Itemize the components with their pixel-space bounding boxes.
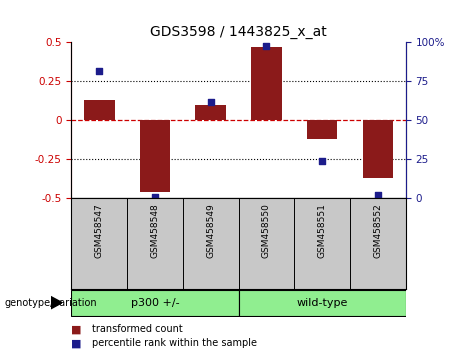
Point xyxy=(151,194,159,200)
Text: genotype/variation: genotype/variation xyxy=(5,298,97,308)
Text: GSM458548: GSM458548 xyxy=(150,203,160,257)
Text: p300 +/-: p300 +/- xyxy=(131,298,179,308)
Point xyxy=(319,158,326,164)
Bar xyxy=(307,120,337,139)
Bar xyxy=(195,105,226,120)
Bar xyxy=(140,120,170,192)
Bar xyxy=(362,120,393,178)
Text: GSM458551: GSM458551 xyxy=(318,203,327,258)
Title: GDS3598 / 1443825_x_at: GDS3598 / 1443825_x_at xyxy=(150,25,327,39)
Bar xyxy=(71,290,239,316)
Bar xyxy=(251,47,282,120)
Text: percentile rank within the sample: percentile rank within the sample xyxy=(92,338,257,348)
Text: ■: ■ xyxy=(71,324,82,334)
Text: GSM458547: GSM458547 xyxy=(95,203,104,257)
Text: GSM458549: GSM458549 xyxy=(206,203,215,257)
Point xyxy=(95,68,103,73)
Point xyxy=(207,99,214,104)
Text: ■: ■ xyxy=(71,338,82,348)
Bar xyxy=(238,290,406,316)
Text: GSM458552: GSM458552 xyxy=(373,203,382,257)
Polygon shape xyxy=(51,297,62,309)
Text: GSM458550: GSM458550 xyxy=(262,203,271,258)
Bar xyxy=(84,100,115,120)
Point xyxy=(374,192,382,198)
Text: transformed count: transformed count xyxy=(92,324,183,334)
Text: wild-type: wild-type xyxy=(296,298,348,308)
Point xyxy=(263,43,270,48)
